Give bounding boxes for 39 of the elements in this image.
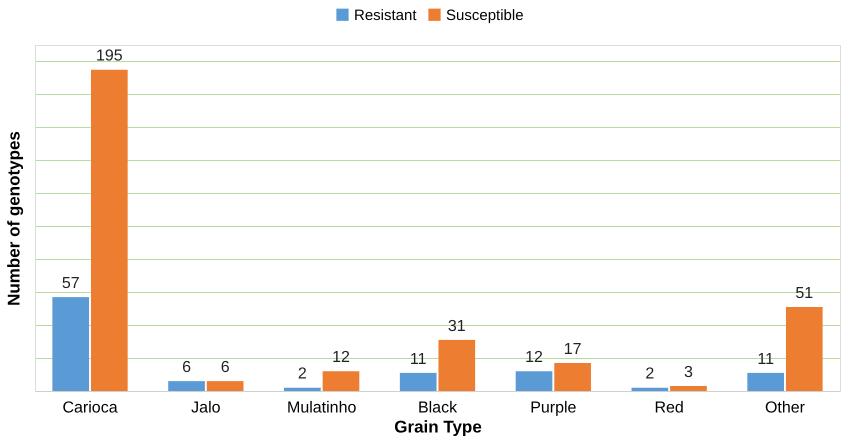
y-axis-title: Number of genotypes <box>4 131 24 306</box>
legend-label: Susceptible <box>446 6 524 24</box>
data-label: 31 <box>448 318 466 335</box>
data-label: 6 <box>182 359 192 376</box>
bar <box>632 388 668 391</box>
bar <box>670 386 707 391</box>
bar <box>400 372 437 391</box>
data-label: 6 <box>220 359 230 376</box>
data-label: 2 <box>645 366 654 383</box>
bar <box>438 340 476 391</box>
data-label: 51 <box>795 284 814 302</box>
bar <box>322 371 360 391</box>
data-label: 2 <box>298 366 307 383</box>
bar <box>90 70 128 391</box>
bar <box>786 306 823 391</box>
x-tick-label: Red <box>654 400 684 416</box>
bar <box>284 388 321 391</box>
data-label: 17 <box>564 340 582 358</box>
x-tick-label: Black <box>418 400 458 416</box>
x-tick-label: Mulatinho <box>286 400 356 416</box>
x-tick-label: Other <box>764 400 806 416</box>
bar <box>52 297 90 391</box>
data-label: 57 <box>62 275 80 292</box>
data-label: 3 <box>684 364 694 382</box>
x-tick-label: Carioca <box>62 400 118 416</box>
x-tick-label: Purple <box>530 400 577 416</box>
data-label: 11 <box>410 350 427 368</box>
data-label: 195 <box>96 48 123 65</box>
legend-label: Resistant <box>354 6 418 24</box>
bar <box>206 381 244 391</box>
data-label: 12 <box>332 349 350 366</box>
bar <box>747 372 784 391</box>
x-tick-label: Jalo <box>191 400 221 416</box>
bar <box>168 381 205 391</box>
data-label: 12 <box>525 349 544 366</box>
x-axis-title: Grain Type <box>394 418 482 436</box>
bar <box>554 362 591 391</box>
data-label: 11 <box>757 350 774 368</box>
bar <box>516 371 552 391</box>
